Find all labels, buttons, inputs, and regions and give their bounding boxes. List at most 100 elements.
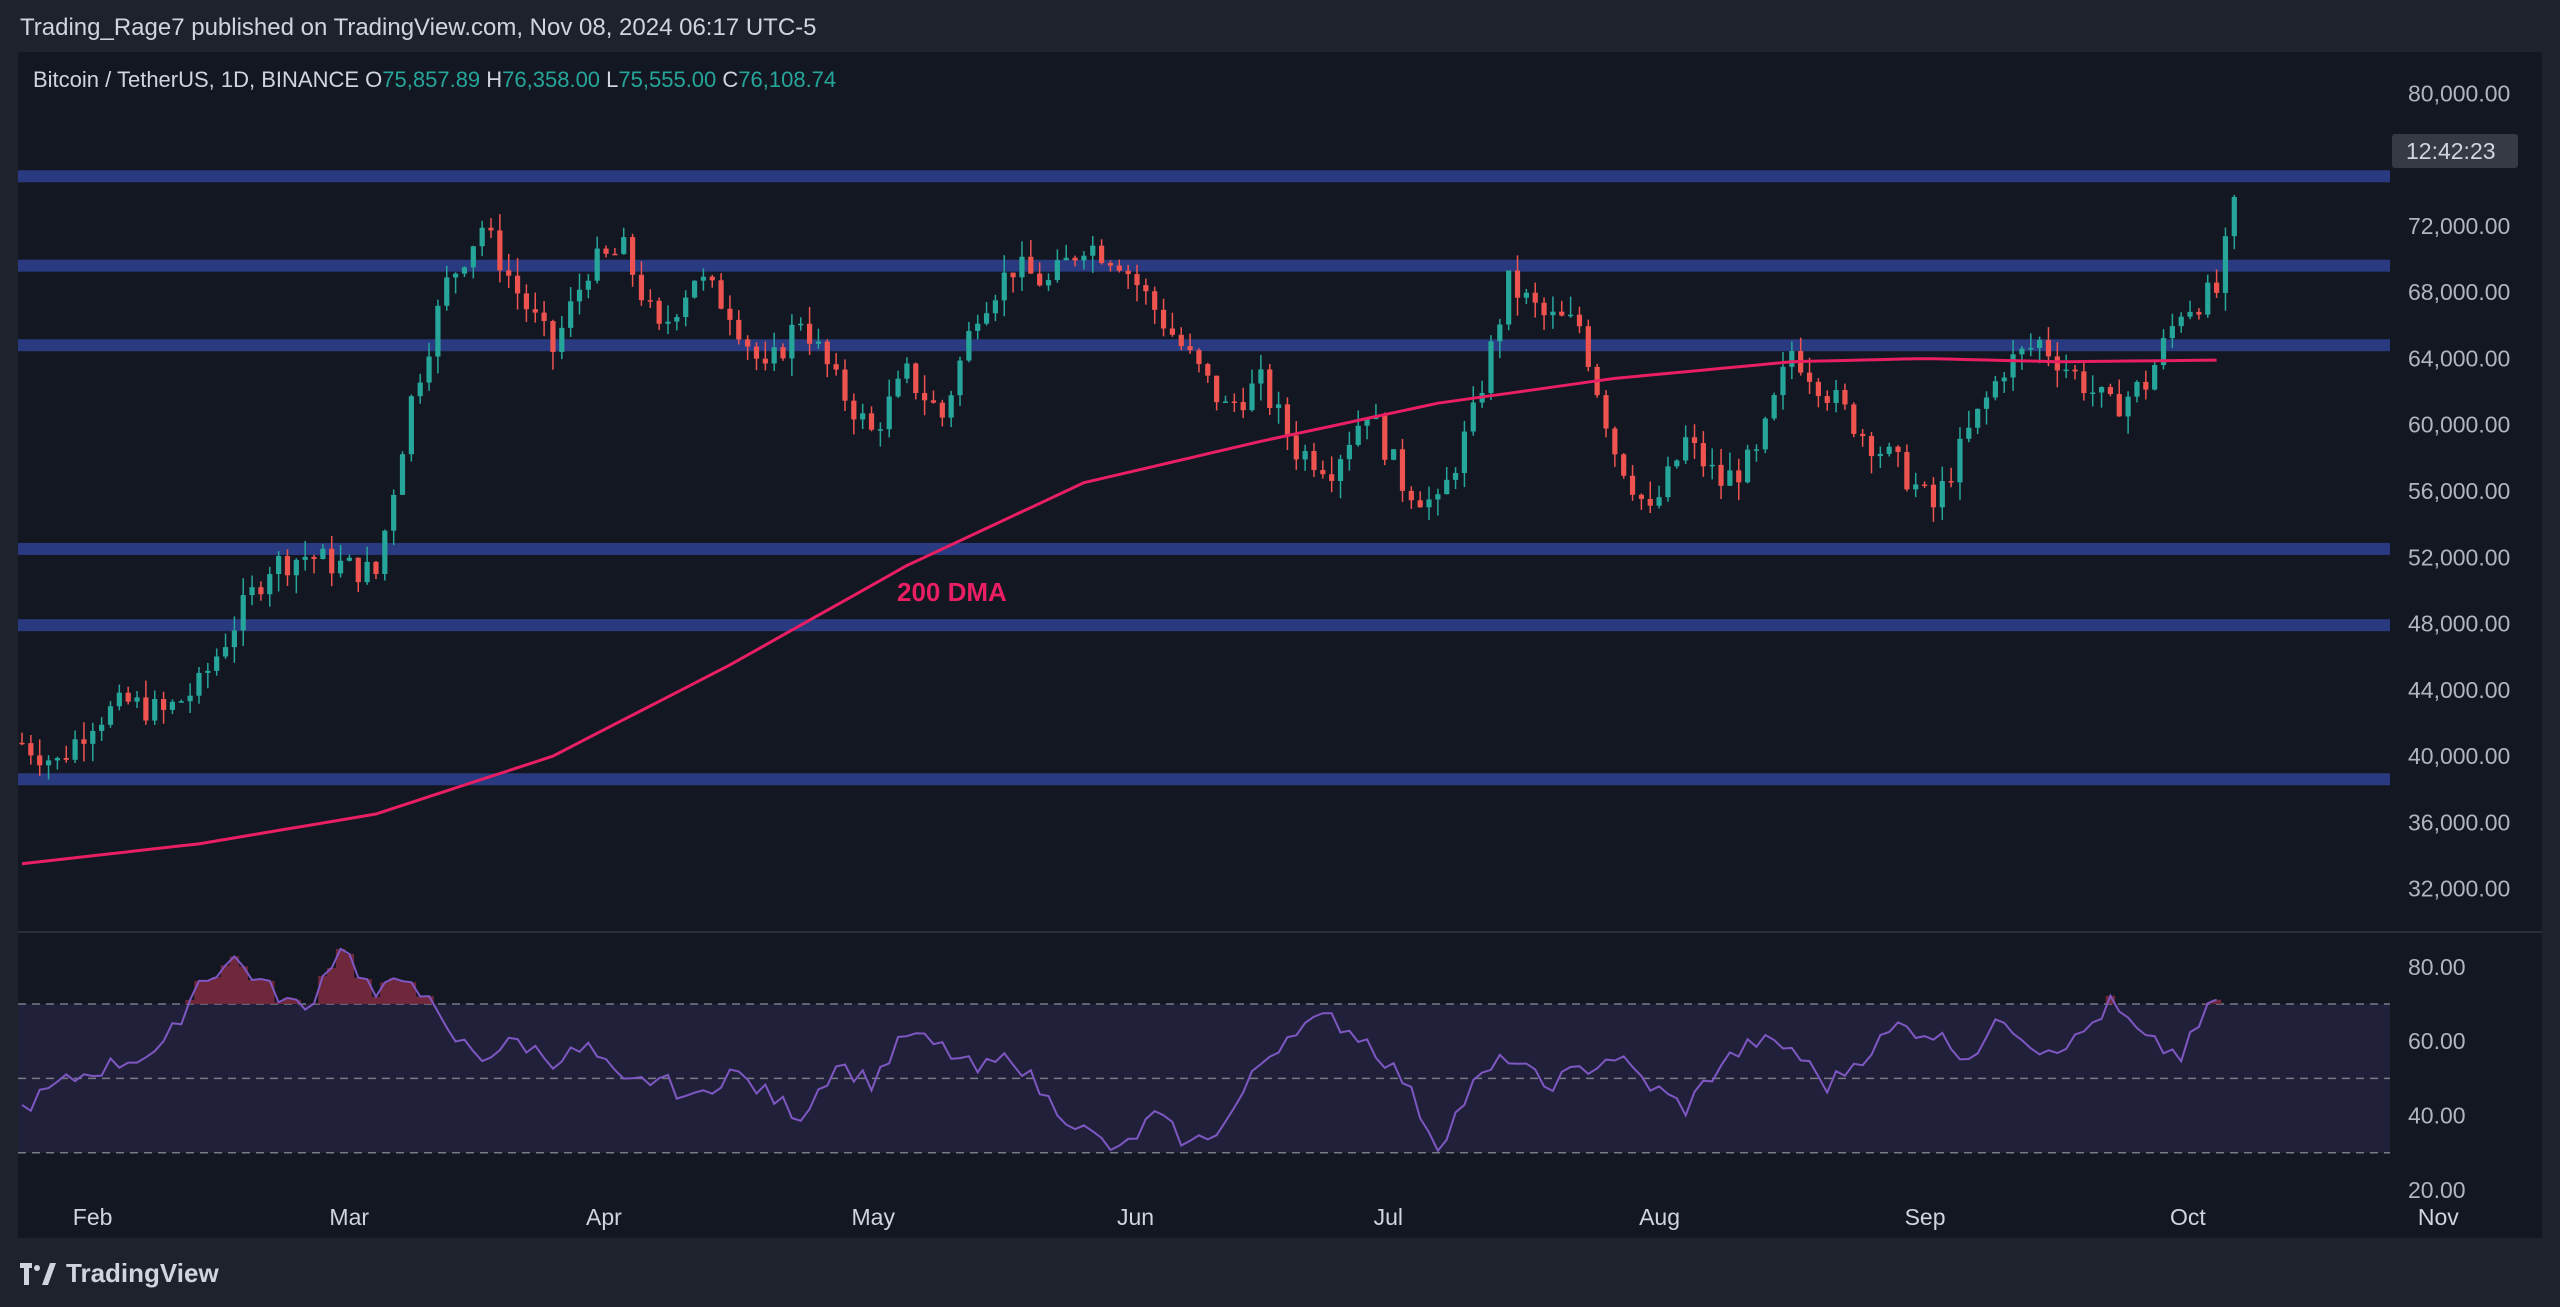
candle bbox=[514, 258, 521, 310]
candle bbox=[1904, 444, 1910, 492]
candle bbox=[1275, 391, 1282, 424]
candle-body bbox=[576, 289, 583, 302]
price-tick-label: 68,000.00 bbox=[2408, 279, 2510, 305]
candle bbox=[1444, 467, 1450, 495]
candle bbox=[674, 314, 680, 331]
candle-body bbox=[1780, 366, 1786, 396]
candle-body bbox=[1284, 404, 1291, 436]
candle bbox=[1329, 456, 1335, 493]
candle bbox=[665, 305, 671, 335]
candle bbox=[1037, 262, 1043, 287]
candle-body bbox=[1320, 470, 1326, 475]
candle bbox=[1824, 390, 1830, 411]
candle bbox=[2019, 346, 2025, 370]
candle bbox=[426, 342, 432, 391]
candle-body bbox=[691, 280, 698, 298]
candle-body bbox=[629, 237, 636, 275]
candle bbox=[2134, 380, 2140, 403]
candle bbox=[1399, 438, 1406, 503]
candle-body bbox=[1028, 256, 1034, 274]
candle-body bbox=[1603, 395, 1609, 429]
candle-body bbox=[983, 313, 990, 324]
candle bbox=[240, 578, 246, 647]
candle-body bbox=[506, 270, 512, 276]
candle bbox=[1957, 427, 1963, 500]
candle-body bbox=[45, 760, 52, 766]
candle-body bbox=[1399, 449, 1406, 491]
candle-body bbox=[1629, 475, 1636, 495]
candle-body bbox=[187, 695, 193, 702]
candle-body bbox=[90, 730, 96, 744]
candle bbox=[647, 289, 653, 308]
candle bbox=[391, 489, 397, 546]
candle bbox=[1559, 300, 1565, 317]
candle bbox=[2072, 364, 2078, 380]
candle bbox=[789, 314, 795, 376]
candle bbox=[107, 701, 114, 728]
candle bbox=[1408, 486, 1414, 509]
candle-body bbox=[842, 369, 848, 401]
candle-body bbox=[1417, 500, 1423, 508]
candle bbox=[1691, 424, 1698, 459]
candle-body bbox=[1196, 350, 1202, 365]
ohlc-legend: Bitcoin / TetherUS, 1D, BINANCE O75,857.… bbox=[33, 67, 836, 92]
candle-body bbox=[1063, 257, 1069, 261]
candle-body bbox=[833, 364, 839, 370]
candle bbox=[1762, 416, 1768, 454]
candle bbox=[2214, 269, 2220, 298]
candle-body bbox=[1576, 314, 1583, 327]
candle-body bbox=[2098, 387, 2105, 393]
candle-body bbox=[1205, 364, 1211, 376]
candle bbox=[691, 280, 698, 299]
candle-body bbox=[1568, 314, 1574, 317]
candle-body bbox=[568, 301, 574, 328]
candle-body bbox=[2178, 316, 2184, 327]
candle-body bbox=[276, 555, 282, 575]
candle-body bbox=[559, 327, 565, 352]
level-band-5 bbox=[18, 773, 2390, 786]
candle bbox=[771, 332, 777, 372]
candle bbox=[2107, 383, 2114, 397]
candle bbox=[311, 554, 317, 574]
candle-body bbox=[966, 330, 972, 361]
candle-body bbox=[28, 743, 34, 756]
candle-body bbox=[1886, 446, 1892, 454]
candle bbox=[1435, 488, 1441, 516]
candle-body bbox=[1975, 408, 1981, 428]
candle bbox=[559, 315, 565, 360]
candle bbox=[1523, 288, 1529, 305]
candle-body bbox=[2214, 282, 2220, 293]
candle bbox=[1550, 296, 1556, 329]
candle-body bbox=[1010, 272, 1016, 278]
candle-body bbox=[72, 739, 78, 760]
candle bbox=[1461, 420, 1468, 488]
candle bbox=[346, 554, 353, 562]
candle bbox=[851, 393, 857, 435]
candle bbox=[1240, 387, 1246, 418]
candle bbox=[99, 717, 105, 741]
candle bbox=[1346, 431, 1352, 471]
candle bbox=[2028, 333, 2034, 357]
candle bbox=[1063, 244, 1069, 261]
candle bbox=[276, 551, 282, 592]
candle bbox=[930, 390, 937, 404]
candle-body bbox=[1426, 499, 1432, 508]
price-tick-label: 40,000.00 bbox=[2408, 743, 2510, 769]
candle-body bbox=[1054, 260, 1060, 281]
candle bbox=[1674, 459, 1680, 469]
rsi-line bbox=[21, 947, 2217, 1153]
candle bbox=[1125, 264, 1131, 289]
candle bbox=[1090, 236, 1096, 273]
candle bbox=[408, 394, 414, 462]
candle-body bbox=[337, 560, 344, 574]
month-label-oct: Oct bbox=[2170, 1204, 2206, 1230]
candle bbox=[90, 722, 96, 762]
candle bbox=[541, 301, 547, 337]
candle bbox=[1833, 379, 1839, 413]
candle-body bbox=[612, 253, 618, 256]
candle-body bbox=[1815, 381, 1821, 397]
candle-body bbox=[178, 701, 184, 703]
candle bbox=[231, 616, 237, 663]
candle bbox=[939, 399, 945, 427]
candle bbox=[196, 666, 202, 704]
